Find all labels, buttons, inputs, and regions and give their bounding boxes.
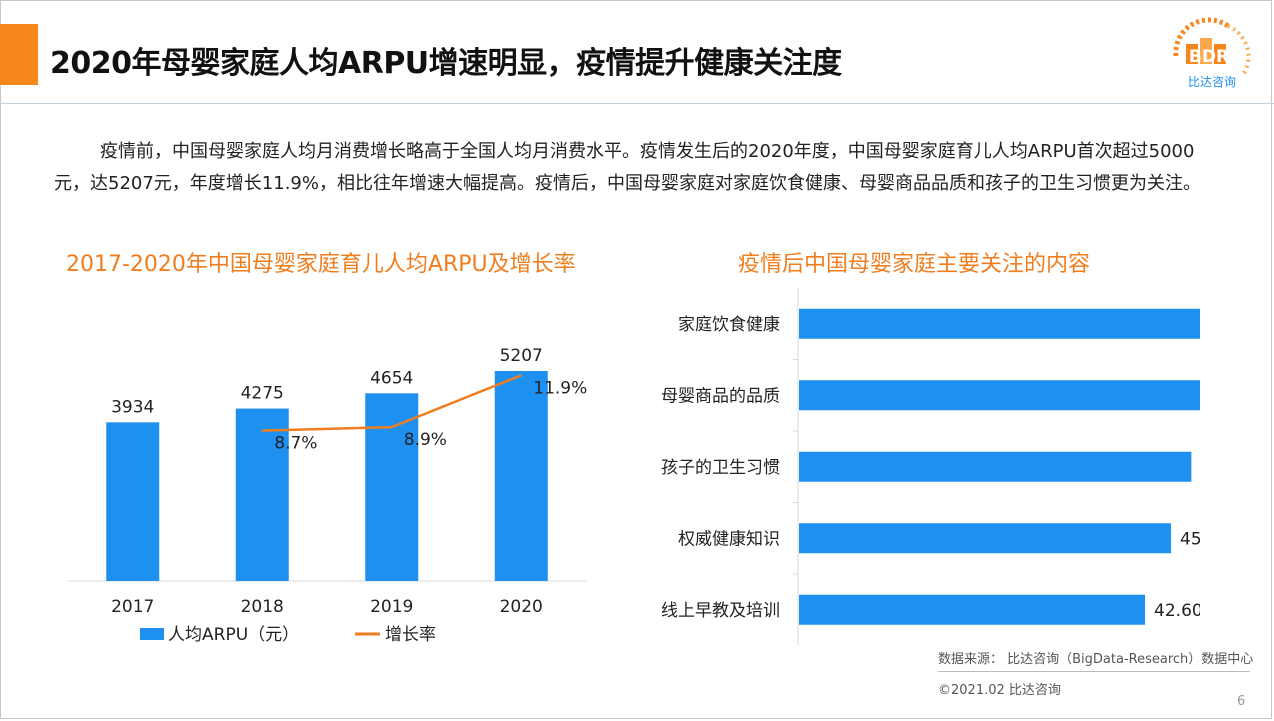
concern-bar <box>799 380 1200 411</box>
x-tick-label: 2019 <box>370 597 413 617</box>
concern-bar <box>799 308 1200 339</box>
logo-text: BDR <box>1189 47 1229 67</box>
copyright: ©2021.02 比达咨询 <box>938 683 1061 698</box>
growth-rate-label: 8.9% <box>404 430 447 450</box>
arpu-bar <box>494 370 548 581</box>
x-tick-label: 2017 <box>111 597 154 617</box>
arpu-bar <box>365 393 419 581</box>
arpu-bar <box>106 422 160 581</box>
concern-bar <box>799 523 1172 554</box>
y-category-label: 线上早教及培训 <box>661 601 780 621</box>
concern-bar <box>799 451 1192 482</box>
arpu-bar-label: 4654 <box>370 368 413 388</box>
arpu-bar-label: 5207 <box>500 346 543 366</box>
concern-bar <box>799 594 1146 625</box>
growth-rate-label: 11.9% <box>533 378 587 398</box>
intro-paragraph: 疫情前，中国母婴家庭人均月消费增长略高于全国人均月消费水平。疫情发生后的2020… <box>54 141 1201 194</box>
growth-rate-line <box>262 374 522 432</box>
right-chart-title: 疫情后中国母婴家庭主要关注的内容 <box>738 252 1091 277</box>
legend-bar-swatch-icon <box>140 628 164 640</box>
concern-bar-label: 45.80% <box>1180 529 1200 549</box>
legend-line-label: 增长率 <box>385 625 436 645</box>
page-number: 6 <box>1237 694 1246 709</box>
title-divider <box>0 103 1274 104</box>
footer-divider <box>938 671 1250 672</box>
arpu-bar-label: 3934 <box>111 397 154 417</box>
logo-subtext: 比达咨询 <box>1188 74 1236 89</box>
legend-bar-label: 人均ARPU（元） <box>168 625 299 645</box>
arpu-bar <box>235 408 289 581</box>
data-source: 数据来源： 比达咨询（BigData-Research）数据中心 <box>938 652 1254 667</box>
title-accent-bar <box>0 24 38 85</box>
concern-chart: 家庭饮食健康55.60%母婴商品的品质51.70%孩子的卫生习惯48.30%权威… <box>661 288 1200 646</box>
y-category-label: 权威健康知识 <box>678 529 780 549</box>
arpu-chart: 3934 2017 4275 2018 4654 2019 5207 2020 8.7% 8.9%… <box>68 346 587 645</box>
concern-bar-label: 42.60% <box>1154 601 1200 621</box>
y-category-label: 孩子的卫生习惯 <box>661 458 780 478</box>
x-tick-label: 2020 <box>500 597 543 617</box>
logo-ring-icon <box>1173 17 1251 78</box>
arpu-bar-label: 4275 <box>241 384 284 404</box>
page-title: 2020年母婴家庭人均ARPU增速明显，疫情提升健康关注度 <box>50 46 842 81</box>
growth-rate-label: 8.7% <box>274 434 317 454</box>
left-chart-title: 2017-2020年中国母婴家庭育儿人均ARPU及增长率 <box>66 252 576 277</box>
y-category-label: 母婴商品的品质 <box>661 386 780 406</box>
x-tick-label: 2018 <box>241 597 284 617</box>
bdr-logo: BDR 比达咨询 <box>1173 17 1251 89</box>
y-category-label: 家庭饮食健康 <box>678 315 780 335</box>
